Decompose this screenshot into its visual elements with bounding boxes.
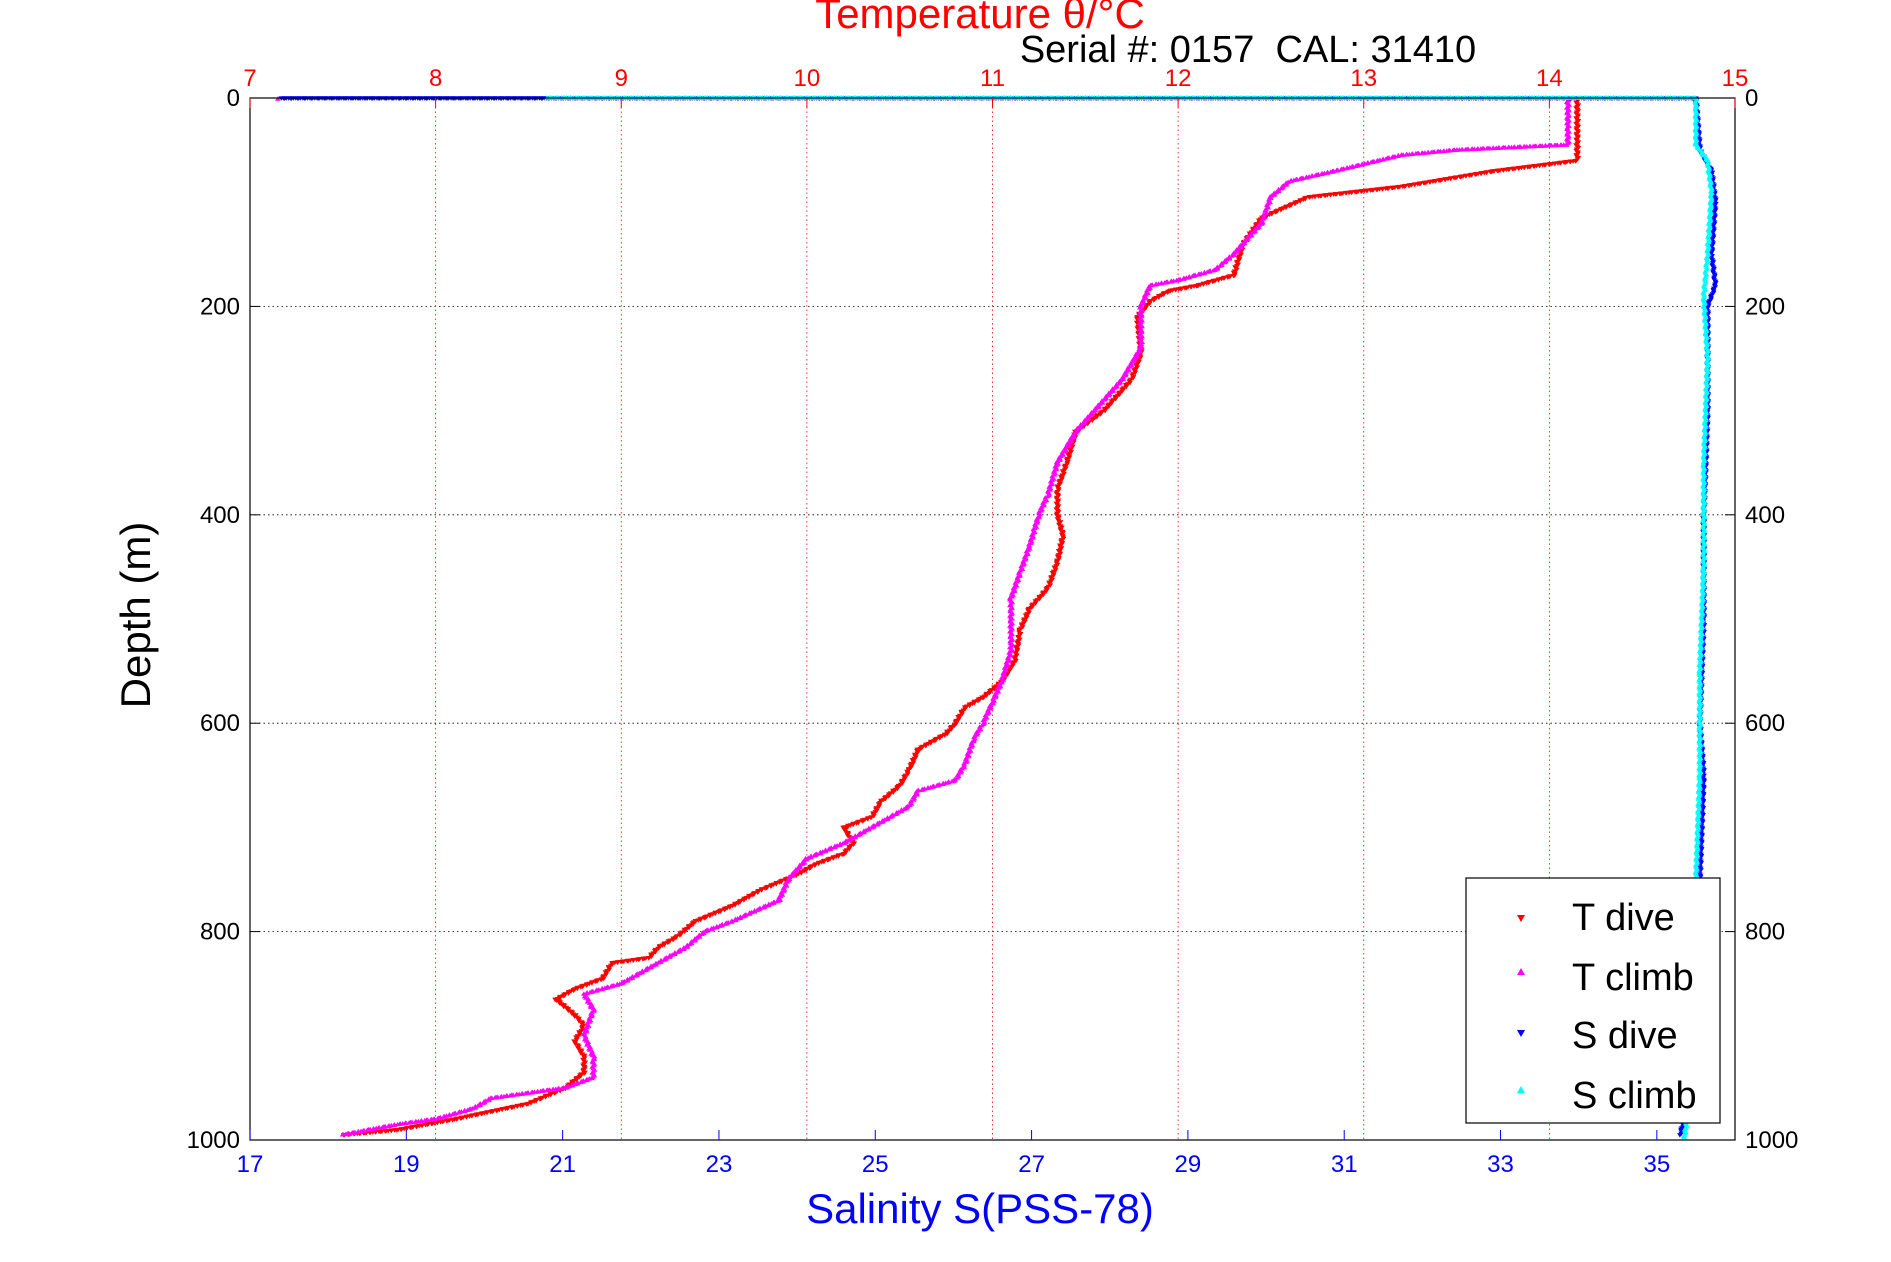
data-point	[871, 813, 877, 819]
grid	[250, 98, 1735, 1140]
data-point	[575, 1047, 582, 1052]
data-point	[901, 777, 908, 783]
data-point	[572, 1041, 579, 1047]
data-point	[603, 972, 609, 978]
data-point	[607, 963, 614, 969]
data-point	[1050, 573, 1057, 579]
data-point	[1020, 621, 1027, 626]
data-point	[959, 712, 965, 717]
data-point	[573, 1038, 580, 1043]
data-point	[1059, 477, 1065, 482]
data-point	[1009, 663, 1016, 669]
data-point	[955, 717, 962, 723]
data-point	[846, 847, 853, 852]
data-point	[908, 765, 914, 771]
data-point	[578, 1028, 585, 1034]
data-point	[842, 829, 849, 835]
data-point	[648, 954, 655, 960]
data-point	[850, 842, 857, 847]
data-point	[946, 728, 953, 733]
data-point	[1064, 462, 1070, 467]
data-point	[606, 967, 613, 973]
data-point	[655, 946, 661, 952]
data-point	[840, 825, 846, 831]
data-point	[1130, 376, 1136, 381]
data-point	[576, 1019, 582, 1024]
data-point	[910, 760, 917, 766]
data-point	[951, 723, 958, 729]
data-point	[577, 1032, 583, 1038]
data-point	[1053, 513, 1060, 518]
data-point	[914, 751, 920, 756]
data-point	[904, 772, 911, 777]
data-point	[876, 804, 882, 810]
data-point	[571, 1014, 578, 1019]
data-point	[872, 810, 879, 815]
data-point	[848, 843, 854, 849]
data-point	[1023, 616, 1030, 621]
data-point	[1006, 668, 1013, 674]
data-point	[960, 708, 967, 713]
data-point	[650, 951, 657, 956]
